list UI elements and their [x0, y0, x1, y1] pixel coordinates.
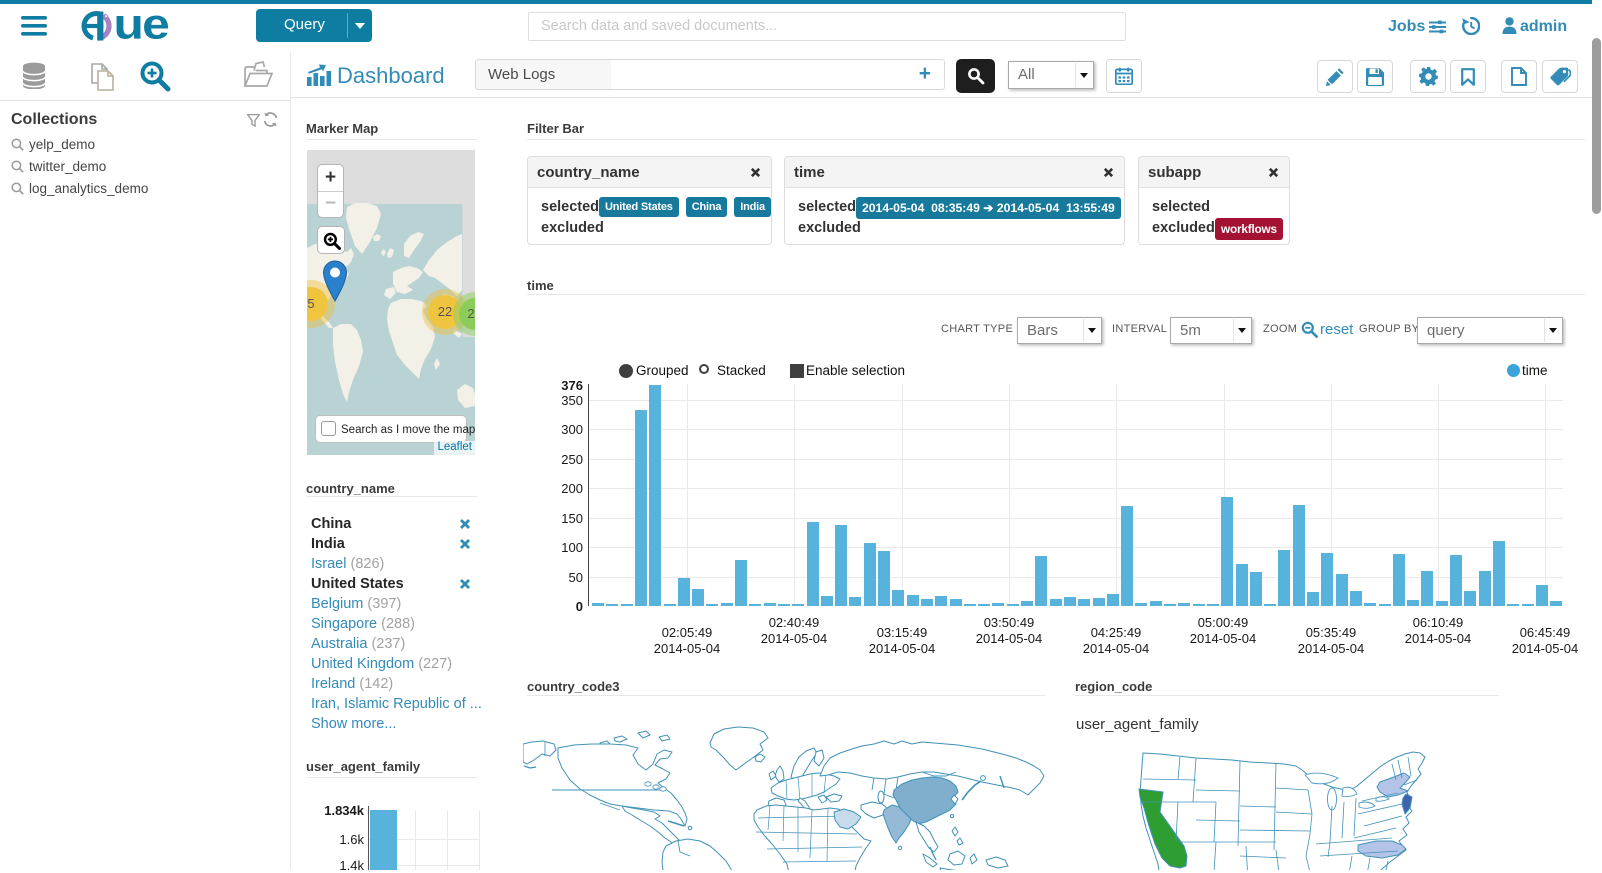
svg-text:ue: ue	[114, 10, 169, 42]
